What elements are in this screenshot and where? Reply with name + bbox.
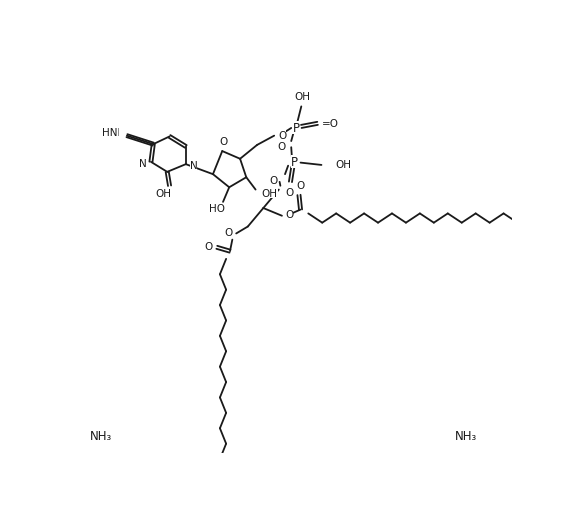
Text: O: O bbox=[278, 142, 286, 151]
Text: OH: OH bbox=[295, 92, 311, 102]
Text: O: O bbox=[278, 131, 286, 140]
Text: O: O bbox=[219, 137, 227, 147]
Text: O: O bbox=[285, 210, 293, 220]
Text: HN: HN bbox=[104, 128, 119, 137]
Text: P: P bbox=[291, 156, 298, 169]
Text: O: O bbox=[286, 188, 294, 198]
Text: OH: OH bbox=[155, 188, 171, 198]
Text: OH: OH bbox=[335, 160, 352, 170]
Text: O: O bbox=[270, 175, 278, 185]
Text: OH: OH bbox=[262, 189, 278, 199]
Text: NH₃: NH₃ bbox=[89, 430, 112, 443]
Text: =O: =O bbox=[321, 118, 339, 128]
Text: P: P bbox=[292, 122, 299, 134]
Text: HN: HN bbox=[102, 128, 118, 137]
Text: O: O bbox=[296, 181, 304, 191]
Text: N: N bbox=[189, 161, 197, 171]
Text: O: O bbox=[225, 228, 233, 237]
Text: NH₃: NH₃ bbox=[455, 430, 477, 443]
Text: O: O bbox=[205, 241, 213, 251]
Text: HO: HO bbox=[209, 204, 225, 214]
Text: N: N bbox=[139, 158, 147, 168]
